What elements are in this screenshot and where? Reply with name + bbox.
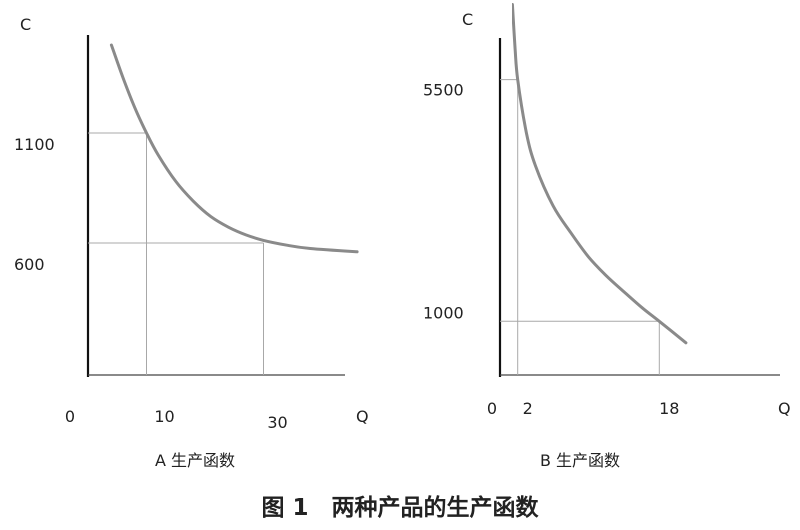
panel-b-x-tick-label-1: 18: [659, 399, 679, 418]
panel-b-y-tick-label-0: 5500: [423, 81, 464, 100]
panel-a-origin-label: 0: [65, 407, 75, 426]
panel-b-x-axis-label: Q: [778, 399, 791, 418]
panel-a-y-tick-label-0: 1100: [14, 135, 55, 154]
panel-a-panel-label: A 生产函数: [155, 451, 235, 470]
panel-a-y-tick-label-1: 600: [14, 255, 45, 274]
panel-b-x-tick-label-0: 2: [523, 399, 533, 418]
panel-b-cost-curve: [512, 3, 688, 345]
panel-b-panel-label: B 生产函数: [540, 451, 620, 470]
panel-b-y-tick-label-1: 1000: [423, 303, 464, 322]
panel-b-origin-label: 0: [487, 399, 497, 418]
figure-caption: 图 1 两种产品的生产函数: [261, 494, 539, 521]
panel-b-chart: C Q 0 2 18 5500 1000 B 生产函数: [423, 3, 791, 470]
panel-a-x-tick-label-1: 30: [267, 413, 287, 432]
panel-a-x-axis-label: Q: [356, 407, 369, 426]
panel-a-cost-curve: [109, 43, 359, 254]
panel-b-y-axis-label: C: [462, 10, 473, 29]
panel-a-x-tick-label-0: 10: [154, 407, 174, 426]
panel-a-y-axis-label: C: [20, 15, 31, 34]
panel-a-chart: C Q 0 10 30 1100 600 A 生产函数: [14, 15, 369, 470]
